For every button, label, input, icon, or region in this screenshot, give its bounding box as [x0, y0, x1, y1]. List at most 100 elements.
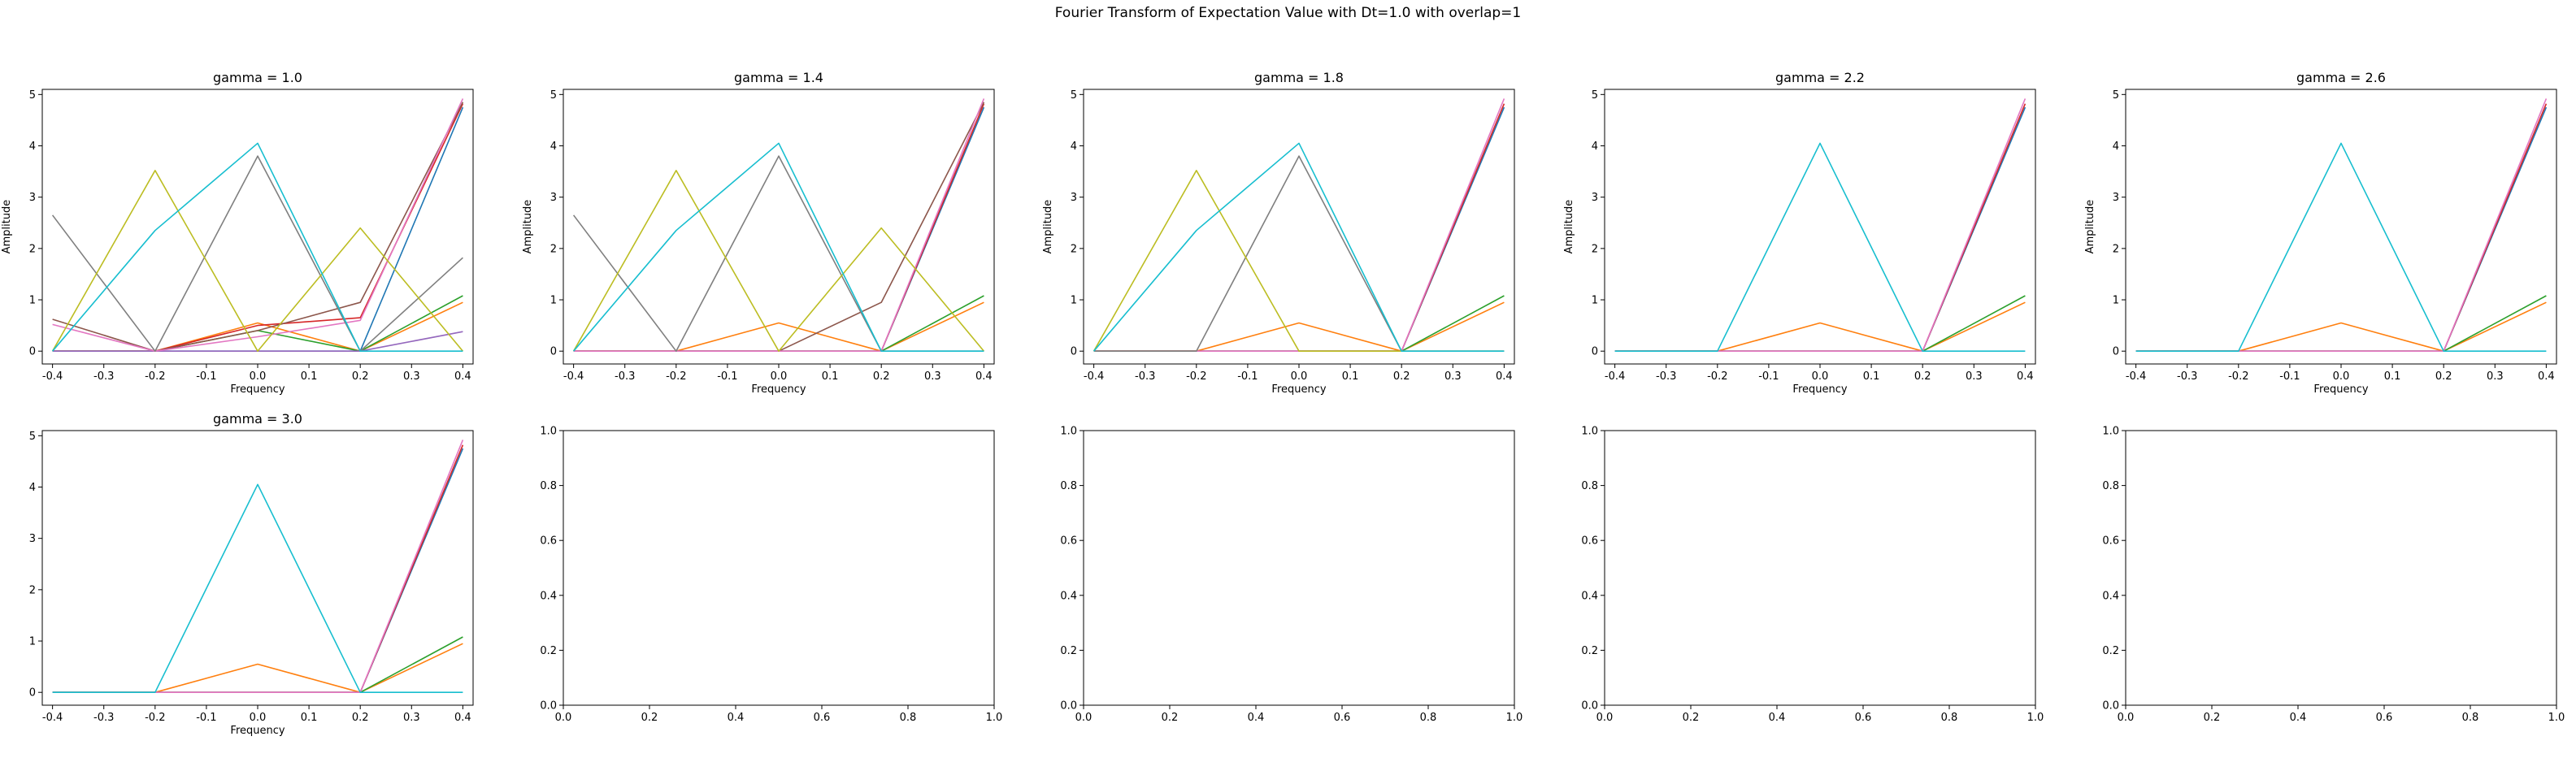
- x-tick-label: 0.4: [2538, 370, 2555, 383]
- x-tick-label: -0.1: [1758, 370, 1779, 383]
- subplot-6: -0.4 -0.3 -0.2 -0.1 0.0 0.1 0.2 0.3 0.4 0 1 2 3 4 5 gam…: [29, 411, 474, 737]
- x-tick-label: 0.2: [1162, 712, 1179, 724]
- x-tick-label: 0.1: [1342, 370, 1359, 383]
- x-tick-label: -0.4: [42, 712, 63, 724]
- y-tick-label: 0: [2113, 346, 2119, 358]
- y-tick-label: 2: [29, 584, 36, 596]
- x-tick-label: 0.2: [352, 712, 369, 724]
- x-tick-label: 1.0: [986, 712, 1003, 724]
- y-tick-label: 3: [2113, 192, 2119, 204]
- series-line-4: [2135, 103, 2548, 353]
- x-tick-label: 0.0: [250, 370, 267, 383]
- subplot-title: gamma = 2.6: [2296, 70, 2386, 85]
- x-tick-label: 0.1: [822, 370, 839, 383]
- x-tick-label: 0.6: [814, 712, 831, 724]
- series-line-10: [51, 142, 463, 353]
- x-tick-label: 0.0: [250, 712, 267, 724]
- x-tick-label: -0.1: [196, 370, 216, 383]
- y-tick-label: 0.6: [1060, 535, 1077, 548]
- subplot-title: gamma = 1.0: [213, 70, 302, 85]
- x-tick-label: -0.4: [42, 370, 63, 383]
- x-tick-label: 0.8: [1420, 712, 1437, 724]
- y-tick-label: 1: [1592, 295, 1598, 307]
- x-tick-label: 0.4: [454, 712, 471, 724]
- subplot-1: -0.4 -0.3 -0.2 -0.1 0.0 0.1 0.2 0.3 0.4 0 1 2 3 4 5 gam…: [1, 70, 474, 396]
- series-line-2: [573, 301, 984, 353]
- y-tick-label: 1: [550, 295, 557, 307]
- y-tick-label: 1.0: [1581, 426, 1598, 438]
- y-tick-label: 3: [1592, 192, 1598, 204]
- series-line-6: [573, 98, 985, 353]
- x-tick-label: 0.0: [1291, 370, 1308, 383]
- y-tick-label: 0.6: [2102, 535, 2119, 548]
- subplot-4: -0.4 -0.3 -0.2 -0.1 0.0 0.1 0.2 0.3 0.4 0 1 2 3 4 5 gam…: [1563, 70, 2036, 396]
- y-tick-label: 5: [29, 431, 36, 443]
- subplot-5: -0.4 -0.3 -0.2 -0.1 0.0 0.1 0.2 0.3 0.4 0 1 2 3 4 5 gam…: [2084, 70, 2557, 396]
- y-tick-label: 0.2: [540, 645, 557, 657]
- x-tick-label: -0.2: [145, 712, 165, 724]
- x-tick-label: 0.0: [1075, 712, 1093, 724]
- series-line-5: [2135, 98, 2548, 353]
- series-line-6: [1614, 142, 2026, 353]
- x-axis-label: Frequency: [1271, 383, 1326, 396]
- y-tick-label: 2: [1071, 243, 1077, 255]
- subplot-9: 0.0 0.2 0.4 0.6 0.8 1.0 0.0 0.2 0.4 0.6 0.8 1.0: [1581, 426, 2044, 725]
- series-line-6: [2135, 142, 2547, 353]
- x-tick-label: 0.6: [1334, 712, 1351, 724]
- y-tick-label: 0.2: [1060, 645, 1077, 657]
- y-tick-label: 0.0: [1060, 700, 1077, 713]
- subplot-7: 0.0 0.2 0.4 0.6 0.8 1.0 0.0 0.2 0.4 0.6 0.8 1.0: [540, 426, 1002, 725]
- x-tick-label: 0.4: [975, 370, 993, 383]
- series-line-5: [52, 331, 463, 353]
- y-tick-label: 1: [1071, 295, 1077, 307]
- y-tick-label: 3: [29, 192, 36, 204]
- x-tick-label: -0.3: [1656, 370, 1676, 383]
- x-tick-label: 0.2: [873, 370, 890, 383]
- y-tick-label: 0: [1592, 346, 1598, 358]
- x-tick-label: 1.0: [2027, 712, 2044, 724]
- y-tick-label: 0.8: [1060, 480, 1077, 492]
- y-tick-label: 0.2: [2102, 645, 2119, 657]
- axes-frame: [1083, 430, 1515, 706]
- x-tick-label: 0.3: [403, 370, 420, 383]
- x-tick-label: 0.1: [301, 370, 318, 383]
- y-tick-label: 4: [1592, 141, 1598, 153]
- x-tick-label: -0.3: [93, 370, 114, 383]
- x-tick-label: -0.3: [93, 712, 114, 724]
- series-line-8: [1093, 142, 1505, 353]
- series-line-5: [52, 440, 464, 694]
- x-tick-label: 0.1: [1863, 370, 1880, 383]
- x-tick-label: -0.1: [2279, 370, 2300, 383]
- x-axis-label: Frequency: [1792, 383, 1847, 396]
- y-tick-label: 0: [550, 346, 557, 358]
- y-tick-label: 0.0: [540, 700, 557, 713]
- series-line-6: [52, 483, 463, 694]
- y-tick-label: 4: [550, 141, 557, 153]
- x-tick-label: 0.4: [2290, 712, 2307, 724]
- x-tick-label: 0.8: [2462, 712, 2479, 724]
- figure-title: Fourier Transform of Expectation Value w…: [1054, 5, 1522, 21]
- subplot-2: -0.4 -0.3 -0.2 -0.1 0.0 0.1 0.2 0.3 0.4 0 1 2 3 4 5 gam…: [522, 70, 995, 396]
- x-tick-label: 0.3: [924, 370, 941, 383]
- series-line-9: [51, 170, 464, 353]
- x-tick-label: 0.1: [2384, 370, 2401, 383]
- y-axis-label: Amplitude: [1, 200, 13, 254]
- x-tick-label: 0.8: [1941, 712, 1958, 724]
- x-axis-label: Frequency: [2313, 383, 2368, 396]
- series-line-4: [573, 103, 985, 353]
- x-tick-label: 1.0: [2548, 712, 2565, 724]
- series-line-6: [52, 102, 464, 353]
- y-tick-label: 0: [29, 687, 36, 700]
- y-axis-label: Amplitude: [2084, 200, 2096, 254]
- x-tick-label: 0.2: [1683, 712, 1700, 724]
- axes-frame: [563, 430, 995, 706]
- x-tick-label: 0.3: [403, 712, 420, 724]
- subplot-title: gamma = 1.4: [734, 70, 823, 85]
- y-tick-label: 3: [550, 192, 557, 204]
- x-tick-label: -0.1: [1237, 370, 1258, 383]
- y-tick-label: 0.6: [540, 535, 557, 548]
- x-tick-label: -0.4: [1605, 370, 1625, 383]
- axes-frame: [1604, 430, 2036, 706]
- x-tick-label: 0.3: [1966, 370, 1983, 383]
